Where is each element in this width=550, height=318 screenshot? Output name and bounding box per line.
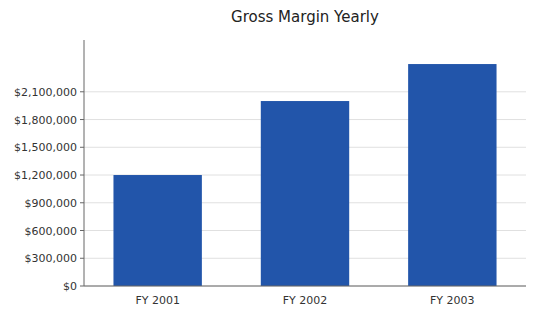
bars <box>113 64 496 286</box>
grid-line <box>84 286 526 287</box>
tick-mark <box>80 286 84 287</box>
category-label: FY 2003 <box>430 294 475 307</box>
tick-label: $1,500,000 <box>14 141 77 154</box>
tick-mark <box>80 119 84 120</box>
bar <box>408 64 496 286</box>
tick-label: $2,100,000 <box>14 86 77 99</box>
tick-mark <box>80 147 84 148</box>
chart-svg: Gross Margin Yearly $0 $300,000 $600,000 $90… <box>0 0 550 318</box>
bar <box>261 101 349 286</box>
tick-label: $600,000 <box>25 225 78 238</box>
tick-mark <box>80 91 84 92</box>
tick-label: $0 <box>63 280 77 293</box>
category-label: FY 2001 <box>135 294 180 307</box>
tick-label: $900,000 <box>25 197 78 210</box>
tick-mark <box>80 230 84 231</box>
tick-label: $300,000 <box>25 252 78 265</box>
bar <box>113 175 201 286</box>
title: Gross Margin Yearly <box>231 8 379 26</box>
category-label: FY 2002 <box>283 294 328 307</box>
x-axis-line <box>84 286 526 287</box>
tick-mark <box>80 175 84 176</box>
chart-container: Gross Margin Yearly $0 $300,000 $600,000 $90… <box>0 0 550 318</box>
tick-label: $1,200,000 <box>14 169 77 182</box>
y-axis-line <box>84 40 85 286</box>
tick-mark <box>80 202 84 203</box>
tick-label: $1,800,000 <box>14 114 77 127</box>
tick-mark <box>80 258 84 259</box>
